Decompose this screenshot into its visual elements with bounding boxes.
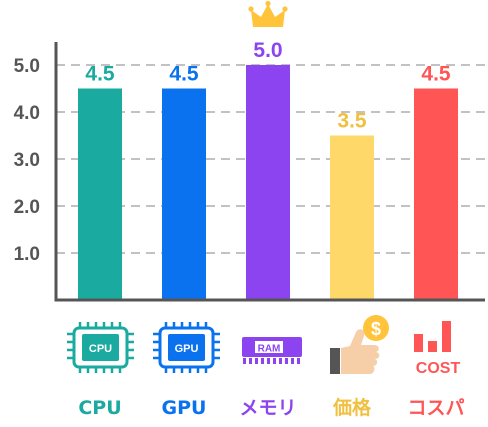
bar — [246, 65, 290, 300]
bar-value-label: 4.5 — [421, 63, 451, 86]
bar-value-label: 4.5 — [169, 63, 199, 86]
category-label: 価格 — [332, 396, 372, 419]
cost-icon-text: COST — [416, 360, 461, 377]
y-tick-label: 3.0 — [14, 150, 40, 171]
crown-icon — [248, 0, 288, 27]
gpu-icon: GPU — [153, 322, 220, 373]
thumbs-up-money-icon: $ — [330, 315, 389, 374]
category-label: GPU — [162, 397, 207, 419]
y-tick-label: 5.0 — [14, 56, 40, 77]
y-tick-label: 1.0 — [14, 244, 40, 265]
cost-icon: COST — [414, 321, 460, 377]
ram-icon: RAM — [242, 337, 302, 364]
bars — [78, 65, 458, 300]
y-tick-label: 2.0 — [14, 197, 40, 218]
bar-value-label: 4.5 — [85, 63, 115, 86]
money-symbol: $ — [371, 319, 381, 339]
cpu-icon: CPU — [67, 322, 134, 373]
ram-icon-text: RAM — [258, 344, 281, 355]
bar-value-label: 5.0 — [253, 39, 282, 62]
bar — [78, 88, 122, 300]
value-labels: 4.5 4.5 5.0 3.5 4.5 — [85, 39, 451, 133]
bar-value-label: 3.5 — [337, 110, 367, 133]
cpu-icon-text: CPU — [89, 343, 112, 355]
gpu-icon-text: GPU — [175, 343, 199, 355]
category-label: コスパ — [407, 397, 464, 419]
category-labels: CPU GPU メモリ 価格 コスパ — [78, 396, 464, 419]
category-label: メモリ — [239, 397, 296, 419]
bar — [414, 88, 458, 300]
axes — [54, 42, 485, 302]
bar — [162, 88, 206, 300]
y-tick-label: 4.0 — [14, 103, 40, 124]
bar — [330, 135, 374, 300]
category-label: CPU — [78, 397, 121, 419]
y-axis-tick-labels: 1.0 2.0 3.0 4.0 5.0 — [14, 56, 40, 265]
